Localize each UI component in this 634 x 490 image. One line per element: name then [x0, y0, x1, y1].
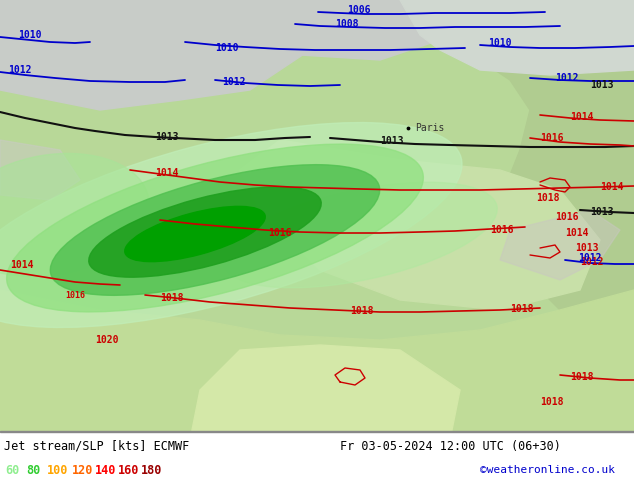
Text: 1018: 1018	[160, 293, 183, 303]
Text: 1006: 1006	[347, 5, 370, 15]
Ellipse shape	[89, 187, 321, 277]
Text: 1014: 1014	[10, 260, 34, 270]
Bar	[0, 432, 634, 490]
Text: ©weatheronline.co.uk: ©weatheronline.co.uk	[480, 465, 615, 475]
Text: Paris: Paris	[415, 123, 444, 133]
Polygon shape	[0, 0, 310, 110]
Text: 1012: 1012	[578, 253, 602, 263]
Text: 1010: 1010	[488, 38, 512, 48]
Text: 1013: 1013	[590, 207, 614, 217]
Text: 1018: 1018	[510, 304, 533, 314]
Text: 180: 180	[141, 464, 162, 476]
Ellipse shape	[6, 144, 424, 312]
Text: 1018: 1018	[540, 397, 564, 407]
Polygon shape	[500, 210, 620, 280]
Text: 120: 120	[72, 464, 93, 476]
Text: 1018: 1018	[570, 372, 593, 382]
Text: 1016: 1016	[490, 225, 514, 235]
Text: 1014: 1014	[565, 228, 588, 238]
Text: 1013: 1013	[380, 136, 403, 146]
Text: 1013: 1013	[155, 132, 179, 142]
Text: 1010: 1010	[18, 30, 41, 40]
Polygon shape	[480, 0, 634, 310]
Text: 1012: 1012	[555, 73, 578, 83]
Text: 1008: 1008	[335, 19, 358, 29]
Text: 1010: 1010	[215, 43, 238, 53]
Text: 100: 100	[47, 464, 68, 476]
Text: 80: 80	[26, 464, 40, 476]
Text: 1012: 1012	[580, 257, 604, 267]
Ellipse shape	[0, 153, 149, 276]
Text: Fr 03-05-2024 12:00 UTC (06+30): Fr 03-05-2024 12:00 UTC (06+30)	[340, 440, 561, 452]
Text: 1016: 1016	[540, 133, 564, 143]
Text: 140: 140	[95, 464, 117, 476]
Ellipse shape	[0, 122, 462, 327]
Text: 1016: 1016	[268, 228, 292, 238]
Text: 1014: 1014	[600, 182, 623, 192]
Text: 1018: 1018	[350, 306, 373, 316]
Text: 1012: 1012	[222, 77, 245, 87]
Text: 160: 160	[118, 464, 139, 476]
Text: 60: 60	[5, 464, 19, 476]
Ellipse shape	[125, 206, 265, 262]
Text: Jet stream/SLP [kts] ECMWF: Jet stream/SLP [kts] ECMWF	[4, 440, 190, 452]
Bar	[0, 431, 634, 432]
Ellipse shape	[223, 182, 497, 288]
Text: 1013: 1013	[590, 80, 614, 90]
Polygon shape	[240, 140, 600, 310]
Ellipse shape	[50, 165, 380, 295]
Text: 1018: 1018	[536, 193, 559, 203]
Polygon shape	[180, 0, 440, 60]
Text: 1014: 1014	[155, 168, 179, 178]
Polygon shape	[180, 345, 460, 490]
Polygon shape	[0, 290, 634, 490]
Polygon shape	[400, 0, 634, 75]
Polygon shape	[0, 140, 80, 200]
Text: 1013: 1013	[575, 243, 598, 253]
Text: 1016: 1016	[65, 291, 85, 299]
Text: 1020: 1020	[95, 335, 119, 345]
Text: 1012: 1012	[8, 65, 32, 75]
Text: 1014: 1014	[570, 112, 593, 122]
Text: 1016: 1016	[555, 212, 578, 222]
